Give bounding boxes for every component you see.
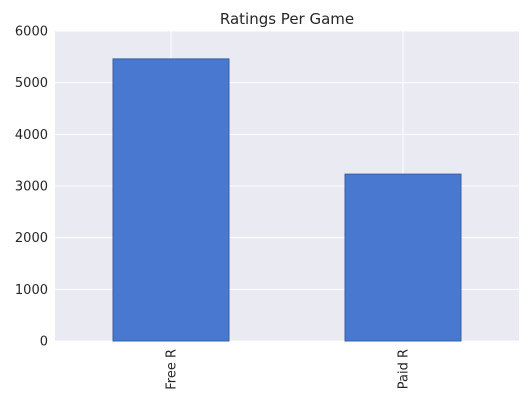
bar-paid-r — [344, 173, 462, 342]
x-tick-label: Free R — [165, 349, 180, 390]
x-axis-ticks: Free R Paid R — [165, 349, 412, 390]
bar-free-r — [112, 58, 230, 342]
y-axis-ticks: 0 1000 2000 3000 4000 5000 6000 — [15, 25, 48, 350]
y-tick-label: 4000 — [15, 128, 48, 143]
chart-title: Ratings Per Game — [220, 10, 354, 28]
y-tick-label: 0 — [40, 335, 48, 350]
y-tick-label: 6000 — [15, 25, 48, 40]
y-tick-label: 3000 — [15, 180, 48, 195]
bars — [112, 58, 462, 342]
x-tick-label: Paid R — [397, 349, 412, 389]
y-tick-label: 2000 — [15, 231, 48, 246]
y-tick-label: 1000 — [15, 283, 48, 298]
y-tick-label: 5000 — [15, 76, 48, 91]
